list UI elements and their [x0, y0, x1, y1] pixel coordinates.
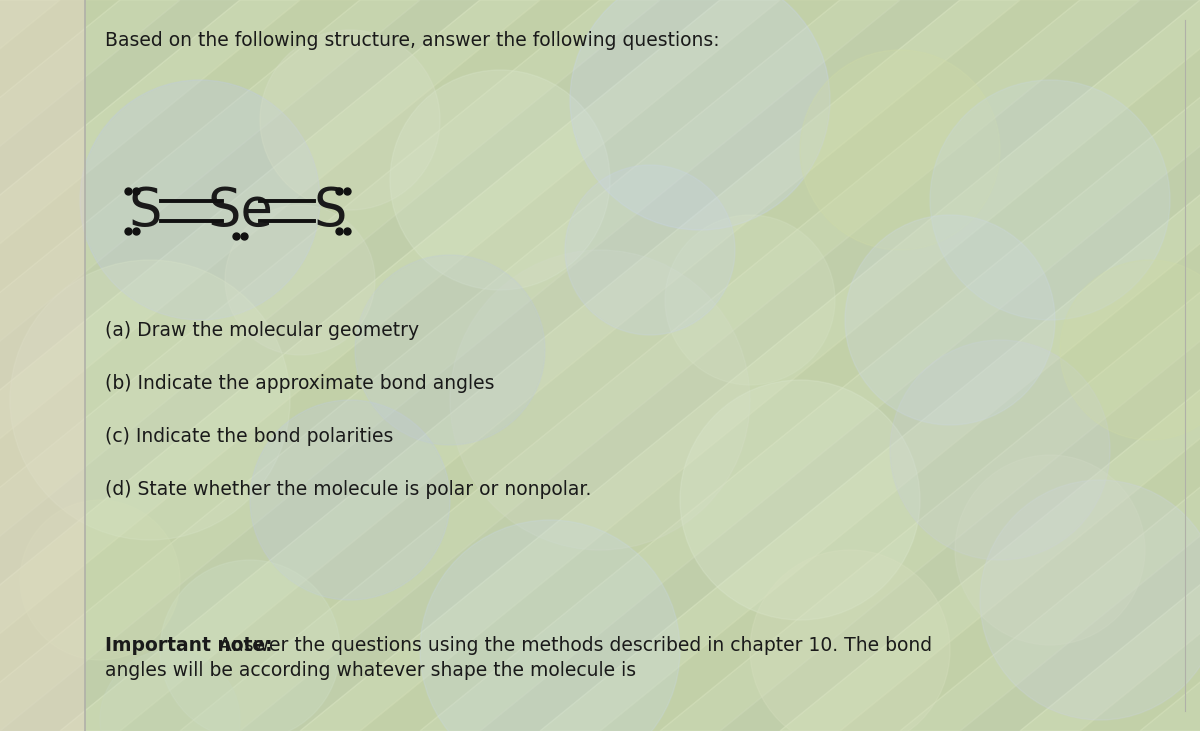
Polygon shape: [0, 0, 900, 731]
Polygon shape: [0, 0, 840, 731]
Polygon shape: [0, 0, 180, 731]
Polygon shape: [300, 0, 1200, 731]
Circle shape: [390, 70, 610, 290]
Circle shape: [980, 480, 1200, 720]
Circle shape: [80, 80, 320, 320]
Circle shape: [955, 455, 1145, 645]
Text: Important note:: Important note:: [106, 636, 272, 655]
Polygon shape: [0, 0, 960, 731]
Polygon shape: [120, 0, 1080, 731]
Circle shape: [160, 560, 340, 731]
Circle shape: [845, 215, 1055, 425]
Polygon shape: [0, 0, 60, 731]
Circle shape: [10, 260, 290, 540]
Polygon shape: [900, 0, 1200, 731]
Polygon shape: [420, 0, 1200, 731]
Circle shape: [226, 205, 374, 355]
Polygon shape: [720, 0, 1200, 731]
Polygon shape: [600, 0, 1200, 731]
Text: Se: Se: [208, 185, 272, 237]
Polygon shape: [0, 0, 540, 731]
Circle shape: [450, 250, 750, 550]
Polygon shape: [780, 0, 1200, 731]
Circle shape: [665, 215, 835, 385]
Polygon shape: [0, 0, 120, 731]
Polygon shape: [480, 0, 1200, 731]
Polygon shape: [1080, 0, 1200, 731]
Circle shape: [890, 340, 1110, 560]
Polygon shape: [540, 0, 1200, 731]
Polygon shape: [840, 0, 1200, 731]
Circle shape: [420, 520, 680, 731]
Polygon shape: [0, 0, 720, 731]
Text: (a) Draw the molecular geometry: (a) Draw the molecular geometry: [106, 321, 419, 340]
Circle shape: [1060, 260, 1200, 440]
Polygon shape: [0, 0, 240, 731]
Polygon shape: [0, 0, 300, 731]
Circle shape: [680, 380, 920, 620]
Polygon shape: [0, 0, 780, 731]
Text: (c) Indicate the bond polarities: (c) Indicate the bond polarities: [106, 427, 394, 446]
FancyBboxPatch shape: [0, 0, 85, 731]
Text: Answer the questions using the methods described in chapter 10. The bond: Answer the questions using the methods d…: [214, 636, 932, 655]
Text: Based on the following structure, answer the following questions:: Based on the following structure, answer…: [106, 31, 720, 50]
Polygon shape: [60, 0, 1020, 731]
Polygon shape: [0, 0, 360, 731]
Polygon shape: [1020, 0, 1200, 731]
Polygon shape: [960, 0, 1200, 731]
Polygon shape: [240, 0, 1200, 731]
Polygon shape: [0, 0, 660, 731]
Circle shape: [800, 50, 1000, 250]
Circle shape: [100, 650, 240, 731]
Circle shape: [750, 550, 950, 731]
Polygon shape: [360, 0, 1200, 731]
Polygon shape: [180, 0, 1140, 731]
Polygon shape: [0, 0, 480, 731]
Text: angles will be according whatever shape the molecule is: angles will be according whatever shape …: [106, 661, 636, 680]
Circle shape: [260, 30, 440, 210]
Text: S: S: [313, 185, 347, 237]
Circle shape: [565, 165, 734, 335]
Polygon shape: [660, 0, 1200, 731]
Text: (d) State whether the molecule is polar or nonpolar.: (d) State whether the molecule is polar …: [106, 480, 592, 499]
Circle shape: [250, 400, 450, 600]
Circle shape: [20, 500, 180, 660]
Circle shape: [570, 0, 830, 230]
Circle shape: [355, 255, 545, 445]
Polygon shape: [0, 0, 420, 731]
Polygon shape: [0, 0, 600, 731]
Text: S: S: [128, 185, 162, 237]
Polygon shape: [1140, 0, 1200, 731]
Circle shape: [930, 80, 1170, 320]
Text: (b) Indicate the approximate bond angles: (b) Indicate the approximate bond angles: [106, 374, 494, 393]
